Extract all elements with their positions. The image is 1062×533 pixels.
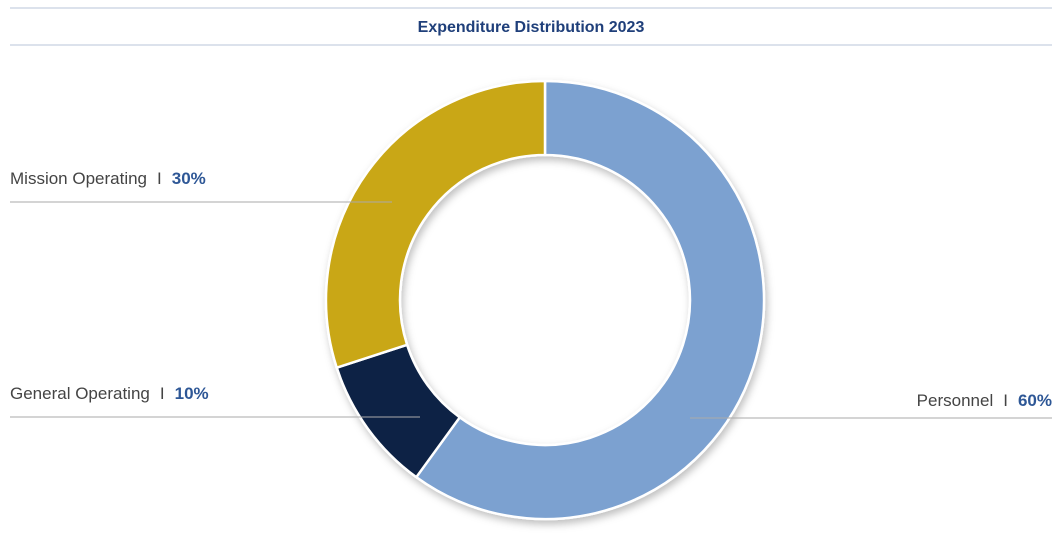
category-name: General Operating: [10, 384, 150, 403]
donut-slice: [414, 79, 766, 521]
donut-slice: [324, 79, 547, 370]
slice-label: Mission Operating I 30%: [10, 169, 206, 188]
chart-title: Expenditure Distribution 2023: [418, 19, 645, 36]
separator: I: [1003, 391, 1008, 410]
slice-label: General Operating I 10%: [10, 384, 209, 403]
value-label: 10%: [175, 384, 209, 403]
value-label: 60%: [1018, 391, 1052, 410]
donut: [324, 79, 766, 521]
value-label: 30%: [172, 169, 206, 188]
labels: Personnel I 60% General Operating I 10% Missio…: [10, 169, 1052, 419]
category-name: Mission Operating: [10, 169, 147, 188]
slice-label: Personnel I 60%: [917, 391, 1052, 410]
category-name: Personnel: [917, 391, 994, 410]
separator: I: [160, 384, 165, 403]
separator: I: [157, 169, 162, 188]
